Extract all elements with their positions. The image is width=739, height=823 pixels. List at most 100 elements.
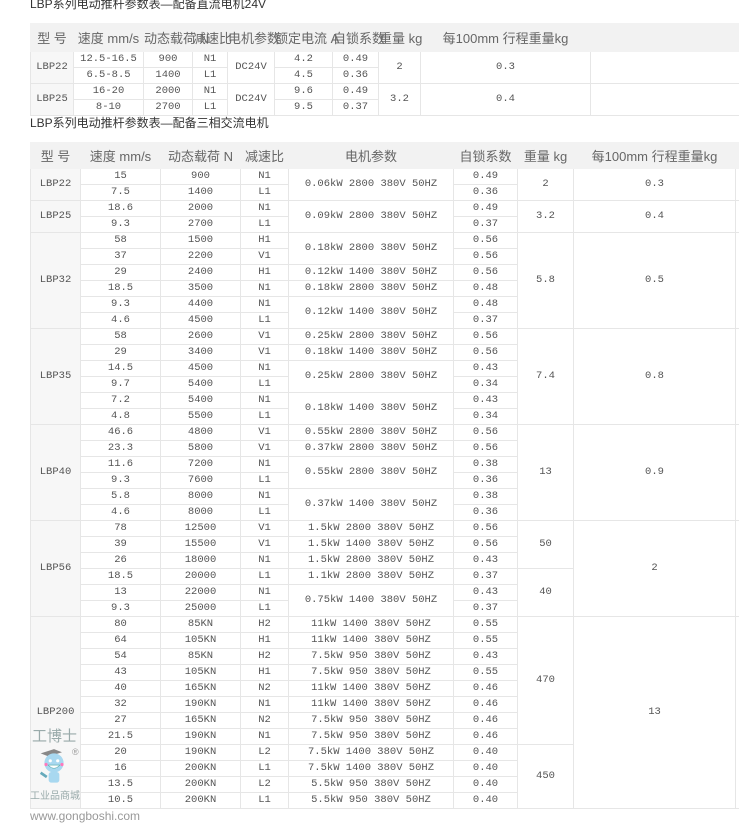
ac-motor-spec-table: 型 号速度 mm/s 动态载荷 N 减速比 电机参数 自锁系数 重量 kg 每100mm 行… (30, 142, 739, 809)
cell-额定电流A: 4.2 (274, 51, 333, 68)
extra-cell (735, 168, 739, 201)
table-row: 64 105KN H1 11kW 1400 380V 50HZ 0.55 (31, 632, 739, 649)
cell-减速比: N1 (240, 728, 289, 745)
table-row: 4.8 5500 L1 0.34 (31, 408, 739, 425)
cell-速度mm/s: 46.6 (80, 424, 161, 441)
table-row: 4.6 4500 L1 0.37 (31, 312, 739, 329)
cell-减速比: L1 (240, 408, 289, 425)
table-row: LBP40 46.6 4800 V1 0.55kW 2800 380V 50HZ 0.56… (30, 424, 739, 521)
column-header: 自锁系数 (332, 23, 385, 52)
cell-自锁系数: 0.56 (453, 536, 518, 553)
cell-减速比: N1 (240, 296, 289, 313)
ac-table-title: LBP系列电动推杆参数表—配备三相交流电机 (30, 116, 269, 130)
watermark-brand: 工博士 (32, 728, 78, 745)
table-row: 9.3 25000 L1 0.37 (31, 600, 739, 617)
cell-速度mm/s: 18.6 (80, 200, 161, 217)
cell-电机参数: 0.18kW 2800 380V 50HZ (288, 232, 454, 265)
cell-电机参数: 11kW 1400 380V 50HZ (288, 680, 454, 697)
cell-重量kg: 2 (517, 168, 574, 201)
cell-每100mm行程重量kg: 0.5 (573, 232, 736, 329)
cell-自锁系数: 0.38 (453, 488, 518, 505)
cell-动态载荷N: 2400 (160, 264, 241, 281)
cell-自锁系数: 0.46 (453, 680, 518, 697)
cell-自锁系数: 0.46 (453, 728, 518, 745)
cell-速度mm/s: 4.8 (80, 408, 161, 425)
cell-自锁系数: 0.40 (453, 792, 518, 809)
cell-动态载荷N: 4400 (160, 296, 241, 313)
table-row: 13.5 200KN L2 5.5kW 950 380V 50HZ 0.40 (31, 776, 739, 793)
model-cell: LBP25 (30, 83, 74, 116)
dc-motor-spec-table: 型 号速度 mm/s 动态载荷 N 减速比 电机参数 额定电流 A 自锁系数 重量 kg 每1… (30, 23, 739, 116)
cell-自锁系数: 0.40 (453, 760, 518, 777)
registered-mark: ® (72, 747, 79, 757)
cell-动态载荷N: 7200 (160, 456, 241, 473)
watermark-url: www.gongboshi.com (30, 809, 141, 823)
cell-重量kg: 40 (517, 568, 574, 617)
cell-速度mm/s: 37 (80, 248, 161, 265)
column-header: 额定电流 A (274, 23, 339, 52)
cell-减速比: L1 (240, 600, 289, 617)
extra-cell (735, 616, 739, 809)
cell-自锁系数: 0.56 (453, 264, 518, 281)
cell-速度mm/s: 10.5 (80, 792, 161, 809)
cell-速度mm/s: 9.3 (80, 296, 161, 313)
cell-减速比: N1 (240, 584, 289, 601)
extra-cell (590, 83, 739, 116)
cell-电机参数: 5.5kW 950 380V 50HZ (288, 776, 454, 793)
cell-速度mm/s: 39 (80, 536, 161, 553)
model-cell: LBP25 (30, 200, 81, 233)
cell-速度mm/s: 80 (80, 616, 161, 633)
cell-自锁系数: 0.55 (453, 664, 518, 681)
cell-减速比: L2 (240, 744, 289, 761)
cell-自锁系数: 0.36 (453, 504, 518, 521)
cell-自锁系数: 0.56 (453, 328, 518, 345)
table-row: 7.2 5400 N1 0.18kW 1400 380V 50HZ 0.43 (31, 392, 739, 425)
cell-自锁系数: 0.43 (453, 584, 518, 601)
table-row: 8-10 2700 L1 9.5 0.37 (31, 99, 739, 116)
table-row: 40 165KN N2 11kW 1400 380V 50HZ 0.46 (31, 680, 739, 697)
table-row: 32 190KN N1 11kW 1400 380V 50HZ 0.46 (31, 696, 739, 713)
cell-动态载荷N: 25000 (160, 600, 241, 617)
cell-动态载荷N: 165KN (160, 680, 241, 697)
cell-自锁系数: 0.43 (453, 360, 518, 377)
cell-速度mm/s: 43 (80, 664, 161, 681)
column-header: 每100mm 行程重量kg (573, 142, 736, 169)
table-row: 13 22000 N1 0.75kW 1400 380V 50HZ 0.43 (31, 584, 739, 617)
cell-每100mm行程重量kg: 2 (573, 520, 736, 617)
cell-额定电流A: 9.5 (274, 99, 333, 116)
cell-动态载荷N: 190KN (160, 728, 241, 745)
cell-动态载荷N: 8000 (160, 504, 241, 521)
cell-电机参数: 0.37kW 2800 380V 50HZ (288, 440, 454, 457)
cell-速度mm/s: 20 (80, 744, 161, 761)
cell-电机参数: 0.12kW 1400 380V 50HZ (288, 296, 454, 329)
cell-自锁系数: 0.43 (453, 552, 518, 569)
column-header: 型 号 (30, 23, 74, 52)
cell-自锁系数: 0.56 (453, 344, 518, 361)
table-row: 29 3400 V1 0.18kW 1400 380V 50HZ 0.56 (31, 344, 739, 361)
table-row: 4.6 8000 L1 0.36 (31, 504, 739, 521)
column-header: 动态载荷 N (160, 142, 241, 169)
column-header: 电机参数 (227, 23, 280, 52)
cell-自锁系数: 0.56 (453, 424, 518, 441)
column-header: 减速比 (240, 142, 289, 169)
table-row: 6.5-8.5 1400 L1 4.5 0.36 (31, 67, 739, 84)
cell-速度mm/s: 5.8 (80, 488, 161, 505)
cell-减速比: N1 (240, 552, 289, 569)
cell-电机参数: DC24V (227, 51, 275, 84)
cell-动态载荷N: 20000 (160, 568, 241, 585)
cell-动态载荷N: 8000 (160, 488, 241, 505)
cell-动态载荷N: 2600 (160, 328, 241, 345)
cell-自锁系数: 0.55 (453, 632, 518, 649)
cell-重量kg: 450 (517, 744, 574, 809)
cell-自锁系数: 0.37 (332, 99, 379, 116)
cell-电机参数: 0.09kW 2800 380V 50HZ (288, 200, 454, 233)
cell-减速比: N1 (240, 200, 289, 217)
cell-每100mm行程重量kg: 0.4 (573, 200, 736, 233)
table-row: LBP56 78 12500 V1 1.5kW 2800 380V 50HZ 0.56 50… (30, 520, 739, 617)
cell-动态载荷N: 5400 (160, 392, 241, 409)
cell-动态载荷N: 2000 (160, 200, 241, 217)
table-row: LBP22 15 900 N1 0.06kW 2800 380V 50HZ 0.49 2 0.… (30, 168, 739, 201)
table-row: 7.5 1400 L1 0.36 (31, 184, 739, 201)
cell-动态载荷N: 2000 (143, 83, 193, 100)
cell-速度mm/s: 26 (80, 552, 161, 569)
